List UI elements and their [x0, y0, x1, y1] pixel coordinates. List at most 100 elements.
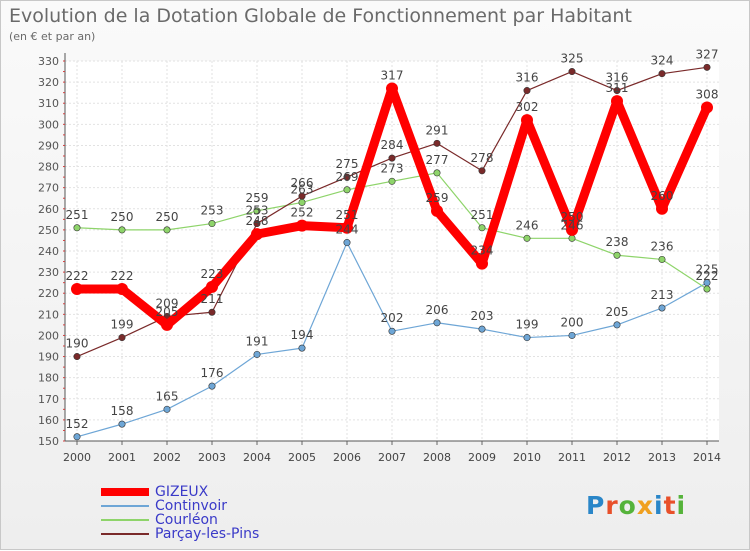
data-point-courl-on [118, 226, 126, 234]
legend-swatch [101, 533, 149, 535]
data-label-courl-on: 236 [651, 239, 674, 253]
data-label-courl-on: 273 [381, 161, 404, 175]
data-point-gizeux [476, 257, 488, 270]
data-point-par-ay-les-pins [568, 68, 576, 76]
x-tick-label: 2002 [153, 451, 181, 464]
x-tick-label: 2007 [378, 451, 406, 464]
data-label-continvoir: 206 [426, 303, 449, 317]
data-label-courl-on: 251 [66, 208, 89, 222]
data-point-courl-on [523, 234, 531, 242]
data-label-courl-on: 259 [246, 191, 269, 205]
data-label-continvoir: 200 [561, 315, 584, 329]
data-label-courl-on: 253 [201, 204, 224, 218]
data-label-gizeux: 222 [66, 269, 89, 283]
data-label-courl-on: 251 [471, 208, 494, 222]
logo-letter: P [586, 491, 606, 520]
y-tick-label: 290 [38, 139, 59, 152]
x-tick-label: 2005 [288, 451, 316, 464]
y-tick-label: 160 [38, 414, 59, 427]
data-point-continvoir [343, 239, 351, 247]
y-tick-label: 200 [38, 329, 59, 342]
data-label-gizeux: 302 [516, 100, 539, 114]
y-tick-label: 240 [38, 245, 59, 258]
data-label-gizeux: 311 [606, 81, 629, 95]
data-label-gizeux: 251 [336, 208, 359, 222]
data-point-gizeux [116, 283, 128, 295]
legend-label: Parçay-les-Pins [155, 526, 260, 542]
x-tick-label: 2004 [243, 451, 271, 464]
data-label-gizeux: 317 [381, 68, 404, 82]
data-point-courl-on [73, 224, 81, 232]
x-tick-label: 2013 [648, 451, 676, 464]
y-tick-label: 180 [38, 372, 59, 385]
data-label-gizeux: 223 [201, 267, 224, 281]
data-point-par-ay-les-pins [478, 167, 486, 175]
chart-title: Evolution de la Dotation Globale de Fonc… [9, 5, 632, 27]
x-tick-label: 2010 [513, 451, 541, 464]
data-label-continvoir: 176 [201, 366, 224, 380]
data-label-par-ay-les-pins: 316 [606, 71, 629, 85]
legend-swatch [101, 505, 149, 507]
data-label-continvoir: 158 [111, 404, 134, 418]
y-tick-label: 210 [38, 308, 59, 321]
chart-subtitle: (en € et par an) [9, 30, 96, 43]
data-point-courl-on [163, 226, 171, 234]
data-label-continvoir: 199 [516, 318, 539, 332]
data-label-courl-on: 250 [111, 210, 134, 224]
logo-letter: o [618, 491, 637, 520]
data-label-par-ay-les-pins: 284 [381, 138, 404, 152]
data-label-continvoir: 165 [156, 389, 179, 403]
legend-label: GIZEUX [155, 484, 209, 500]
data-label-par-ay-les-pins: 327 [696, 47, 719, 61]
data-point-continvoir [388, 327, 396, 335]
data-point-gizeux [341, 221, 353, 234]
data-label-gizeux: 260 [651, 189, 674, 203]
data-label-courl-on: 277 [426, 153, 449, 167]
data-point-par-ay-les-pins [118, 334, 126, 342]
data-label-par-ay-les-pins: 199 [111, 318, 134, 332]
data-point-continvoir [658, 304, 666, 312]
data-label-par-ay-les-pins: 211 [201, 292, 224, 306]
data-label-continvoir: 225 [696, 263, 719, 277]
data-point-gizeux [296, 219, 308, 232]
data-label-courl-on: 222 [696, 269, 719, 283]
data-point-continvoir [478, 325, 486, 333]
data-label-continvoir: 152 [66, 417, 89, 431]
data-point-gizeux [521, 114, 533, 127]
data-label-continvoir: 213 [651, 288, 674, 302]
y-tick-label: 220 [38, 287, 59, 300]
data-label-gizeux: 234 [471, 244, 494, 258]
data-label-courl-on: 238 [606, 235, 629, 249]
y-tick-label: 170 [38, 393, 59, 406]
data-point-par-ay-les-pins [73, 353, 81, 361]
x-tick-label: 2014 [693, 451, 721, 464]
data-point-continvoir [433, 319, 441, 327]
data-label-continvoir: 203 [471, 309, 494, 323]
data-point-courl-on [253, 207, 261, 215]
data-point-par-ay-les-pins [703, 63, 711, 71]
data-label-par-ay-les-pins: 253 [246, 204, 269, 218]
data-label-gizeux: 205 [156, 305, 179, 319]
y-tick-label: 250 [38, 224, 59, 237]
y-tick-label: 310 [38, 97, 59, 110]
x-tick-label: 2000 [63, 451, 91, 464]
data-label-courl-on: 269 [336, 170, 359, 184]
legend-label: Continvoir [155, 498, 227, 514]
data-point-par-ay-les-pins [613, 87, 621, 95]
data-point-continvoir [613, 321, 621, 329]
data-point-par-ay-les-pins [658, 70, 666, 78]
data-point-gizeux [251, 228, 263, 241]
data-point-continvoir [253, 350, 261, 358]
data-point-courl-on [388, 177, 396, 185]
data-label-gizeux: 308 [696, 87, 719, 101]
data-point-continvoir [163, 405, 171, 413]
data-point-courl-on [658, 255, 666, 263]
data-label-continvoir: 244 [336, 223, 359, 237]
x-tick-label: 2012 [603, 451, 631, 464]
data-label-continvoir: 205 [606, 305, 629, 319]
y-tick-label: 320 [38, 76, 59, 89]
data-point-par-ay-les-pins [523, 87, 531, 95]
data-label-gizeux: 259 [426, 191, 449, 205]
